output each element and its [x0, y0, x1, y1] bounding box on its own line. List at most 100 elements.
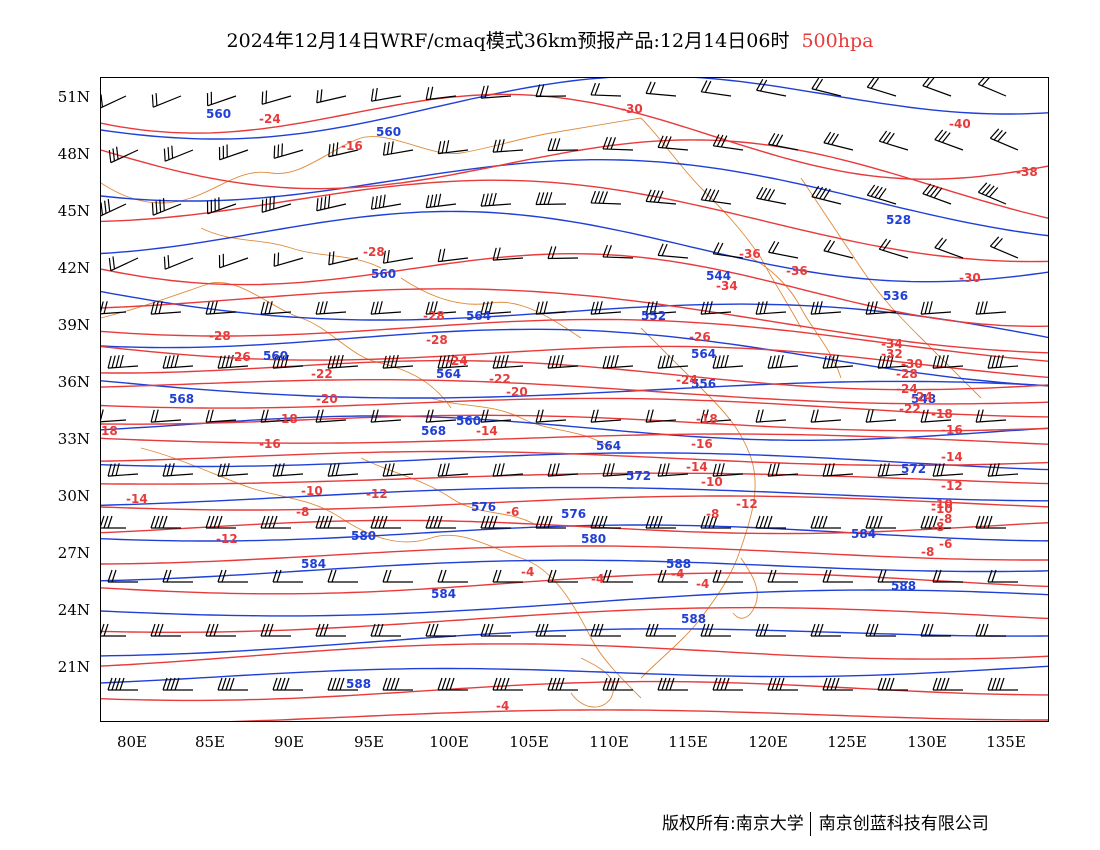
- temperature-contour-label: -12: [941, 479, 963, 493]
- wind-barb: [315, 409, 347, 423]
- lon-tick-label: 130E: [907, 733, 947, 751]
- wind-barb: [205, 301, 237, 315]
- wind-barb: [492, 463, 524, 477]
- wind-barb: [865, 623, 896, 637]
- temperature-contour-line: [101, 519, 1048, 535]
- wind-barb: [866, 184, 897, 205]
- temperature-contour-label: -14: [126, 492, 148, 506]
- wind-barb: [755, 623, 786, 637]
- wind-barb: [260, 515, 291, 529]
- wind-barb: [260, 623, 291, 637]
- wind-barb: [535, 84, 567, 98]
- wind-barb: [382, 463, 414, 477]
- wind-barb: [657, 243, 689, 259]
- wind-barb: [316, 89, 347, 104]
- wind-barb: [865, 409, 897, 423]
- wind-barb: [205, 409, 237, 423]
- height-contour-label: 588: [666, 557, 691, 571]
- height-contour-label: 548: [911, 392, 936, 406]
- wind-barb: [492, 247, 524, 261]
- wind-barb: [535, 623, 566, 637]
- temperature-contour-label: -36: [786, 264, 808, 278]
- wind-barb: [922, 183, 952, 205]
- temperature-contour-label: -14: [941, 450, 963, 464]
- temperature-contour-label: -16: [341, 139, 363, 153]
- temperature-contour-label: -22: [899, 402, 921, 416]
- lon-tick-label: 95E: [353, 733, 385, 751]
- pressure-level: 500hpa: [801, 30, 874, 52]
- height-contour-line: [101, 210, 1048, 283]
- temperature-contour-line: [101, 379, 1048, 405]
- wind-barb: [977, 78, 1007, 97]
- height-label-layer: 560 560 560 564 552 544 536 528 564 560 564 556 564 5…: [169, 107, 936, 691]
- wind-barb: [822, 463, 854, 477]
- height-contour-line: [101, 415, 1048, 441]
- wind-barb: [272, 354, 304, 369]
- wind-barb: [101, 515, 126, 529]
- temperature-contour-label: -16: [691, 437, 713, 451]
- wind-barb: [150, 623, 181, 637]
- temperature-contour-line: [101, 288, 1048, 354]
- temperature-contour-line: [101, 572, 1048, 595]
- temperature-contour-label: -10: [701, 475, 723, 489]
- height-contour-label: 552: [641, 309, 666, 323]
- wind-barb: [205, 623, 236, 637]
- height-contour-label: 576: [471, 500, 496, 514]
- height-contour-label: 576: [561, 507, 586, 521]
- height-contour-label: 580: [351, 529, 376, 543]
- temperature-contour-label: -14: [476, 424, 498, 438]
- temperature-contour-label: -24: [911, 390, 933, 404]
- wind-barb: [712, 242, 744, 259]
- wind-barb: [382, 141, 414, 156]
- wind-barb: [934, 129, 964, 151]
- wind-barb: [425, 409, 457, 423]
- height-contour-label: 564: [691, 347, 716, 361]
- wind-barb: [547, 138, 579, 152]
- title-main: 2024年12月14日WRF/cmaq模式36km预报产品:12月14日06时: [226, 30, 790, 52]
- lat-tick-label: 42N: [57, 259, 90, 277]
- wind-barb: [590, 623, 621, 637]
- wind-barb: [700, 80, 732, 97]
- wind-barb: [810, 409, 842, 423]
- inner-border-2: [400, 277, 582, 339]
- wind-barb: [480, 192, 512, 207]
- temperature-contour-label: 18: [101, 424, 118, 438]
- wind-barb: [425, 301, 457, 315]
- wind-barb: [700, 623, 731, 637]
- wind-barb: [480, 409, 512, 423]
- height-contour-line: [101, 524, 1048, 542]
- wind-barb: [547, 569, 578, 583]
- wind-barb: [272, 677, 303, 691]
- wind-barb: [590, 515, 621, 529]
- wind-barb: [920, 409, 952, 423]
- temperature-contour-line: [101, 252, 1048, 327]
- wind-barb: [767, 463, 799, 477]
- wind-barb: [327, 569, 358, 583]
- wind-barb: [272, 463, 304, 477]
- wind-barb: [327, 463, 359, 477]
- temperature-contour-line: [101, 495, 1048, 511]
- wind-barb: [425, 515, 456, 529]
- wind-barb: [437, 354, 469, 369]
- wind-barb: [602, 569, 633, 583]
- temperature-contour-line: [101, 545, 1048, 565]
- temperature-contour-label: -8: [921, 545, 934, 559]
- wind-barb: [645, 623, 676, 637]
- footer-credits: 版权所有:南京大学 南京创蓝科技有限公司: [662, 809, 989, 836]
- wind-barb: [602, 354, 634, 369]
- height-contour-label: 560: [456, 414, 481, 428]
- wind-barb: [107, 354, 139, 369]
- lon-tick-label: 120E: [748, 733, 788, 751]
- temperature-contour-line: [101, 433, 1048, 445]
- wind-barb: [987, 677, 1018, 691]
- wind-barb: [163, 255, 194, 270]
- temperature-contour-line: [101, 318, 1048, 362]
- wind-barb: [217, 569, 248, 583]
- wind-barb: [150, 515, 181, 529]
- wind-barb: [107, 677, 138, 691]
- wind-barb: [987, 354, 1019, 369]
- coastline-and-borders: [101, 117, 982, 708]
- wind-barb: [480, 85, 512, 99]
- wind-barb: [767, 677, 798, 691]
- wind-barb: [987, 463, 1019, 477]
